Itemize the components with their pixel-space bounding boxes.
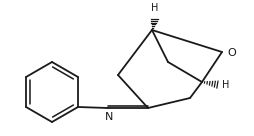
Text: N: N [105,112,113,122]
Text: H: H [222,80,230,90]
Text: O: O [228,48,236,58]
Text: H: H [151,3,159,13]
